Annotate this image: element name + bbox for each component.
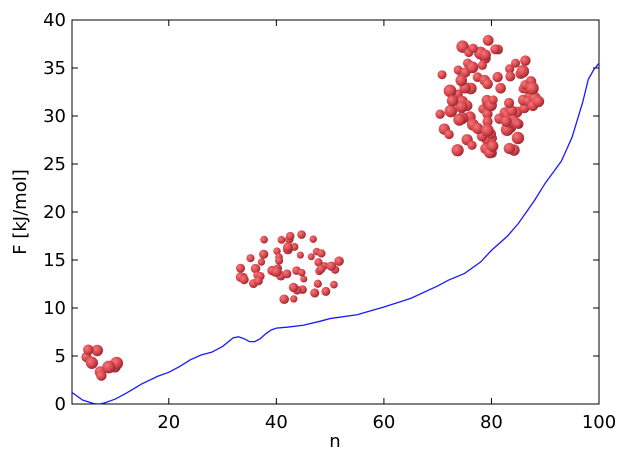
cluster-sphere — [503, 142, 515, 155]
cluster-sphere — [490, 44, 501, 55]
cluster-sphere — [297, 230, 306, 239]
cluster-sphere — [486, 140, 499, 152]
cluster-sphere — [482, 78, 493, 90]
cluster-sphere — [488, 95, 498, 105]
cluster-sphere — [455, 100, 468, 113]
cluster-sphere — [526, 81, 539, 95]
line-series — [71, 62, 600, 405]
cluster-sphere — [102, 360, 116, 374]
cluster-sphere — [288, 282, 299, 293]
cluster-sphere — [472, 122, 484, 135]
cluster-sphere — [282, 242, 293, 253]
cluster-sphere — [467, 140, 477, 150]
cluster-sphere — [479, 49, 491, 61]
cluster-sphere — [520, 55, 531, 66]
cluster-sphere — [317, 249, 326, 258]
y-axis-label: F [kJ/mol] — [10, 169, 31, 254]
cluster-sphere — [239, 275, 249, 285]
cluster-sphere — [309, 235, 317, 243]
cluster-sphere — [85, 356, 99, 369]
cluster-sphere — [285, 231, 295, 241]
cluster-sphere — [435, 109, 445, 119]
y-tick-label: 40 — [43, 10, 66, 31]
cluster-sphere — [504, 64, 515, 74]
cluster-sphere — [492, 71, 503, 83]
cluster-sphere — [505, 71, 516, 82]
cluster-sphere — [275, 256, 284, 265]
cluster-sphere — [313, 279, 322, 288]
cluster-sphere — [310, 288, 320, 298]
cluster-sphere — [271, 266, 282, 277]
cluster-sphere — [532, 95, 545, 108]
cluster-sphere — [307, 253, 315, 261]
cluster-illustrations — [81, 35, 545, 381]
cluster-sphere — [453, 113, 466, 126]
cluster-sphere — [300, 275, 308, 283]
y-tick-label: 20 — [43, 202, 66, 223]
cluster-sphere — [482, 108, 493, 120]
y-tick-label: 35 — [43, 58, 66, 79]
cluster-sphere — [482, 116, 493, 127]
cluster-sphere — [260, 235, 268, 244]
cluster-sphere — [503, 97, 515, 109]
cluster-sphere — [91, 344, 104, 357]
cluster-sphere — [279, 294, 289, 305]
cluster-sphere — [246, 254, 255, 263]
y-tick-label: 15 — [43, 250, 66, 271]
x-tick-label: 60 — [372, 412, 395, 433]
y-tick-label: 5 — [55, 346, 66, 367]
cluster-sphere — [511, 131, 525, 145]
cluster-sphere — [277, 235, 286, 244]
cluster-sphere — [482, 35, 494, 46]
cluster-sphere — [298, 268, 306, 277]
cluster-sphere — [444, 104, 458, 118]
cluster-sphere — [257, 258, 266, 266]
cluster-sphere — [477, 60, 487, 70]
cluster-sphere — [330, 280, 338, 289]
cluster-sphere — [480, 124, 494, 137]
cluster-sphere — [282, 269, 292, 279]
cluster-sphere — [253, 276, 263, 286]
cluster-sphere — [296, 251, 304, 259]
x-tick-label: 100 — [582, 412, 616, 433]
cluster-sphere — [516, 65, 530, 78]
cluster-sphere — [455, 74, 467, 87]
cluster-sphere — [314, 258, 323, 267]
cluster-sphere — [259, 249, 269, 259]
cluster-sphere — [495, 82, 506, 94]
cluster-sphere — [466, 61, 479, 74]
x-tick-label: 80 — [480, 412, 503, 433]
y-tick-label: 30 — [43, 106, 66, 127]
cluster-sphere — [468, 43, 478, 53]
cluster-sphere — [437, 70, 447, 80]
y-tick-label: 0 — [55, 394, 66, 415]
cluster-sphere — [326, 261, 337, 271]
x-tick-label: 40 — [265, 412, 288, 433]
y-tick-label: 10 — [43, 298, 66, 319]
cluster-sphere — [83, 344, 94, 356]
cluster-sphere — [506, 105, 518, 117]
cluster-sphere — [273, 247, 281, 255]
cluster-sphere — [500, 115, 512, 127]
y-tick-label: 25 — [43, 154, 66, 175]
cluster-sphere — [96, 370, 107, 381]
cluster-sphere — [446, 95, 458, 107]
cluster-sphere — [512, 119, 523, 129]
cluster-sphere — [316, 264, 326, 274]
x-axis-label: n — [329, 431, 340, 452]
cluster-sphere — [290, 295, 298, 303]
cluster-sphere — [451, 144, 464, 157]
cluster-sphere — [443, 84, 457, 98]
cluster-sphere — [511, 58, 521, 68]
cluster-sphere — [334, 256, 344, 266]
cluster-sphere — [444, 129, 454, 140]
cluster-sphere — [321, 286, 331, 296]
x-tick-label: 20 — [157, 412, 180, 433]
cluster-sphere — [250, 263, 261, 274]
cluster-sphere — [235, 263, 246, 273]
